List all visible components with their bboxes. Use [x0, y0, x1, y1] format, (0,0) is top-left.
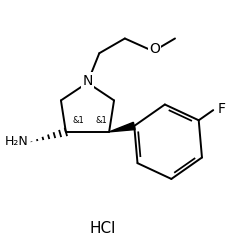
Text: N: N — [82, 74, 93, 88]
Text: F: F — [217, 102, 225, 116]
Text: &1: &1 — [73, 116, 85, 125]
Polygon shape — [109, 122, 135, 132]
Text: O: O — [149, 42, 160, 56]
Text: &1: &1 — [95, 116, 107, 125]
Text: H₂N: H₂N — [5, 135, 28, 148]
Text: HCl: HCl — [89, 221, 115, 236]
